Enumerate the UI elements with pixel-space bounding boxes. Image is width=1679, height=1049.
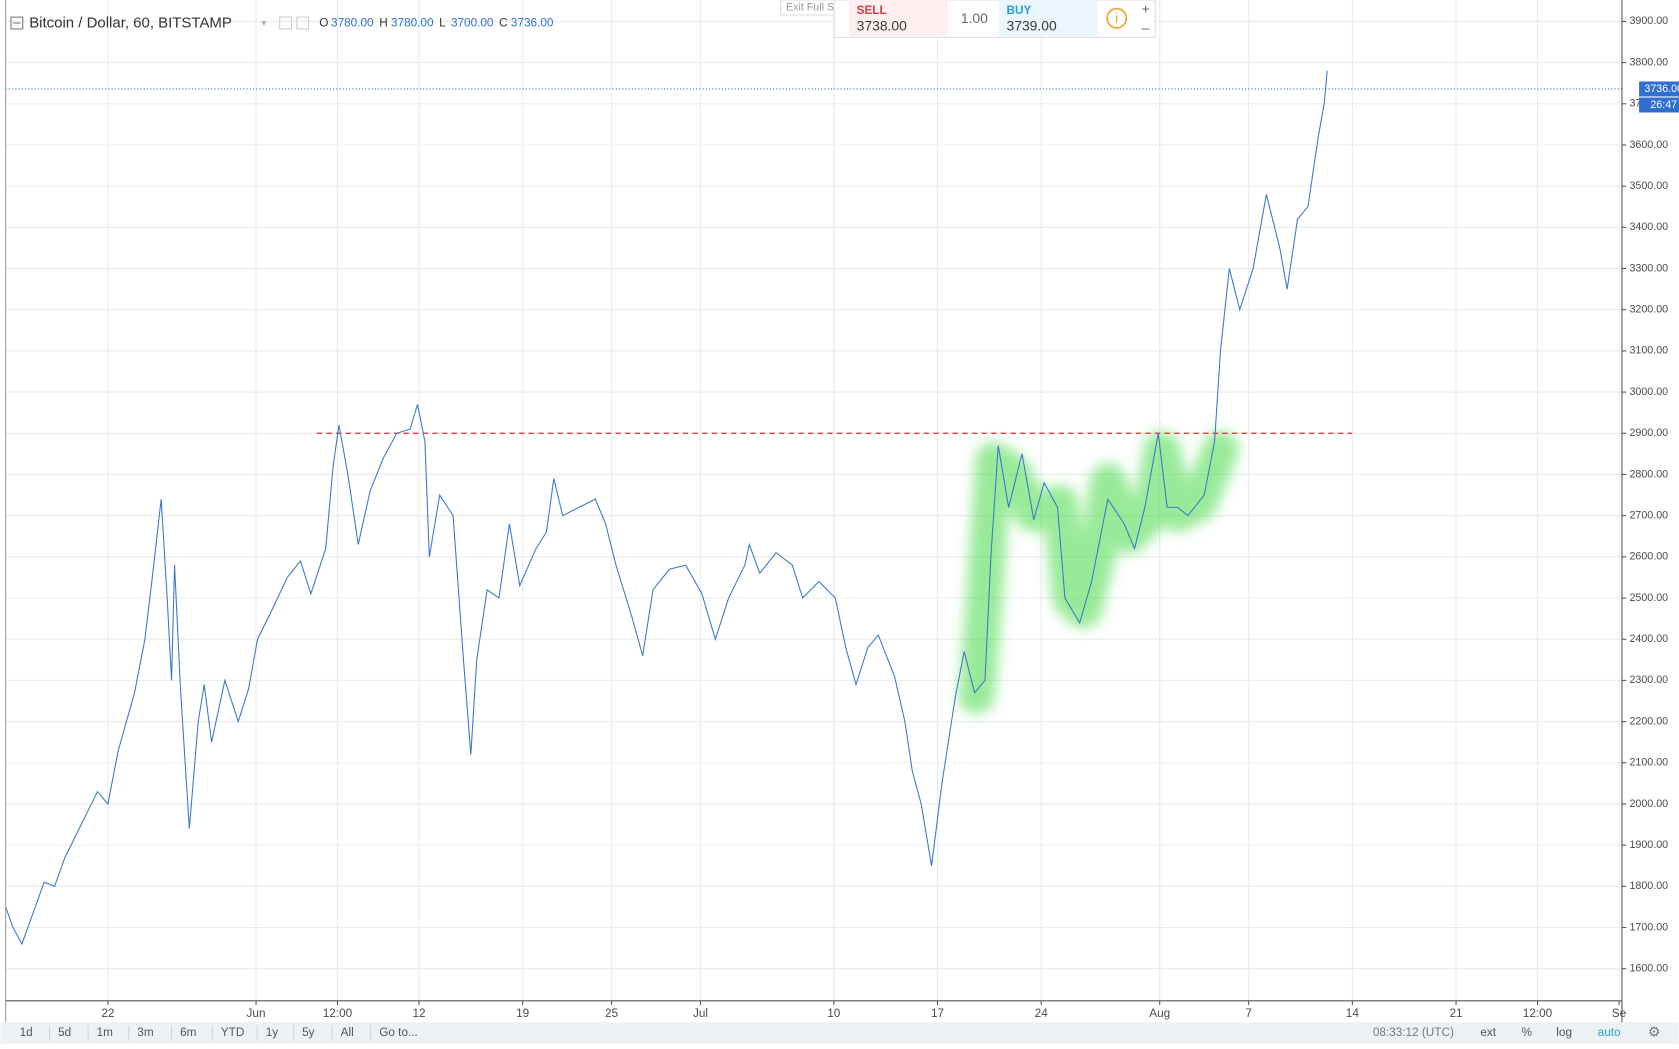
y-tick-label: 2800.00	[1629, 468, 1668, 480]
info-glyph: i	[1115, 11, 1118, 26]
y-tick-label: 3200.00	[1629, 304, 1668, 316]
y-tick-label: 2400.00	[1629, 633, 1668, 645]
sell-price[interactable]: 3738.00	[857, 17, 908, 33]
x-tick-label: 21	[1449, 1007, 1462, 1020]
settings-gear[interactable]: ⚙	[1648, 1024, 1660, 1040]
x-tick-label: 17	[931, 1007, 944, 1020]
last-price-box	[1639, 81, 1679, 97]
x-tick-label: 14	[1346, 1007, 1360, 1020]
y-tick-label: 2300.00	[1629, 674, 1668, 686]
ohlc-value: 3780.00	[331, 17, 374, 30]
ohlc-name: L	[439, 17, 446, 30]
minus-button[interactable]: –	[1142, 20, 1150, 36]
x-tick-label: 19	[516, 1007, 529, 1020]
sell-button[interactable]	[849, 0, 948, 37]
y-tick-label: 2100.00	[1629, 757, 1668, 769]
option-button[interactable]: ext	[1480, 1026, 1496, 1039]
collapse-icon[interactable]	[10, 16, 24, 30]
settings-icon[interactable]	[279, 16, 292, 30]
y-tick-label: 3100.00	[1629, 345, 1668, 357]
x-tick-label: 22	[101, 1007, 114, 1020]
plot	[5, 70, 1622, 946]
option-button[interactable]: auto	[1598, 1026, 1621, 1039]
exit-label[interactable]: Exit Full S	[786, 1, 834, 13]
y-tick-label: 3600.00	[1629, 139, 1668, 151]
y-tick-label: 3900.00	[1629, 15, 1668, 27]
y-tick-label: 1800.00	[1629, 880, 1668, 892]
chart-title: Bitcoin / Dollar, 60, BITSTAMP	[29, 15, 232, 32]
x-tick-label: 7	[1245, 1007, 1252, 1020]
sell-label[interactable]: SELL	[857, 4, 887, 17]
buy-button[interactable]	[998, 0, 1098, 37]
range-button[interactable]: All	[341, 1026, 354, 1039]
y-tick-label: 2500.00	[1629, 592, 1668, 604]
x-tick-label: 12:00	[1523, 1007, 1553, 1020]
range-button[interactable]: Go to...	[379, 1026, 418, 1039]
y-tick-label: 2900.00	[1629, 427, 1668, 439]
x-tick-label: Jun	[247, 1007, 266, 1020]
x-tick-label: Aug	[1149, 1007, 1170, 1020]
y-tick-label: 2200.00	[1629, 715, 1668, 727]
clock: 08:33:12 (UTC)	[1373, 1026, 1454, 1039]
buy-price[interactable]: 3739.00	[1006, 17, 1057, 33]
bottom-toolbar	[0, 1022, 1679, 1044]
range-button[interactable]: 3m	[137, 1026, 154, 1039]
close-icon[interactable]	[296, 16, 310, 30]
countdown-label: 26:47	[1650, 99, 1677, 111]
range-button[interactable]: YTD	[221, 1026, 245, 1039]
x-tick-label: 12	[412, 1007, 425, 1020]
x-tick-label: 12:00	[323, 1007, 353, 1020]
x-tick-label: 25	[605, 1007, 619, 1020]
y-tick-label: 2600.00	[1629, 551, 1668, 563]
y-tick-label: 1700.00	[1629, 921, 1668, 933]
countdown-box	[1639, 97, 1679, 113]
y-tick-label: 3400.00	[1629, 221, 1668, 233]
y-tick-label: 3500.00	[1629, 180, 1668, 192]
toolbar-items: 1d 5d 1m 3m 6m YTD 1y 5y All Go to... 08:33:12 (UT…	[20, 1024, 1660, 1041]
option-button[interactable]: %	[1521, 1026, 1532, 1039]
x-tick-label: 10	[827, 1007, 841, 1020]
buy-label[interactable]: BUY	[1006, 4, 1031, 17]
y-tick-label: 3000.00	[1629, 386, 1668, 398]
grid	[5, 0, 1622, 1001]
quantity[interactable]: 1.00	[961, 10, 988, 26]
range-button[interactable]: 1d	[20, 1026, 33, 1039]
plus-button[interactable]: +	[1142, 0, 1150, 16]
range-button[interactable]: 5d	[58, 1026, 71, 1039]
x-tick-label: 24	[1035, 1007, 1049, 1020]
range-button[interactable]: 6m	[180, 1026, 197, 1039]
price-line	[5, 70, 1328, 946]
ohlc-name: C	[499, 17, 508, 30]
ohlc-name: O	[319, 17, 328, 30]
ohlc-value: 3700.00	[451, 17, 494, 30]
y-tick-label: 3800.00	[1629, 56, 1668, 68]
ohlc-value: 3736.00	[511, 17, 554, 30]
ohlc: O 3780.00 H 3780.00 L 3700.00 C 3736.00	[319, 17, 554, 30]
info-icon[interactable]	[1106, 7, 1128, 29]
ohlc-name: H	[379, 17, 388, 30]
y-tick-label: 1900.00	[1629, 839, 1668, 851]
x-tick-label: Se	[1612, 1007, 1627, 1020]
y-tick-label: 2000.00	[1629, 798, 1668, 810]
range-button[interactable]: 1m	[97, 1026, 114, 1039]
y-tick-label: 2700.00	[1629, 509, 1668, 521]
range-button[interactable]: 1y	[266, 1026, 279, 1039]
y-tick-label: 1600.00	[1629, 963, 1668, 975]
x-tick-label: Jul	[693, 1007, 708, 1020]
range-button[interactable]: 5y	[302, 1026, 315, 1039]
ohlc-value: 3780.00	[391, 17, 434, 30]
option-button[interactable]: log	[1556, 1026, 1572, 1039]
y-tick-label: 3300.00	[1629, 262, 1668, 274]
dropdown-arrow[interactable]: ▾	[261, 18, 266, 29]
last-price-label: 3736.00	[1644, 83, 1679, 95]
